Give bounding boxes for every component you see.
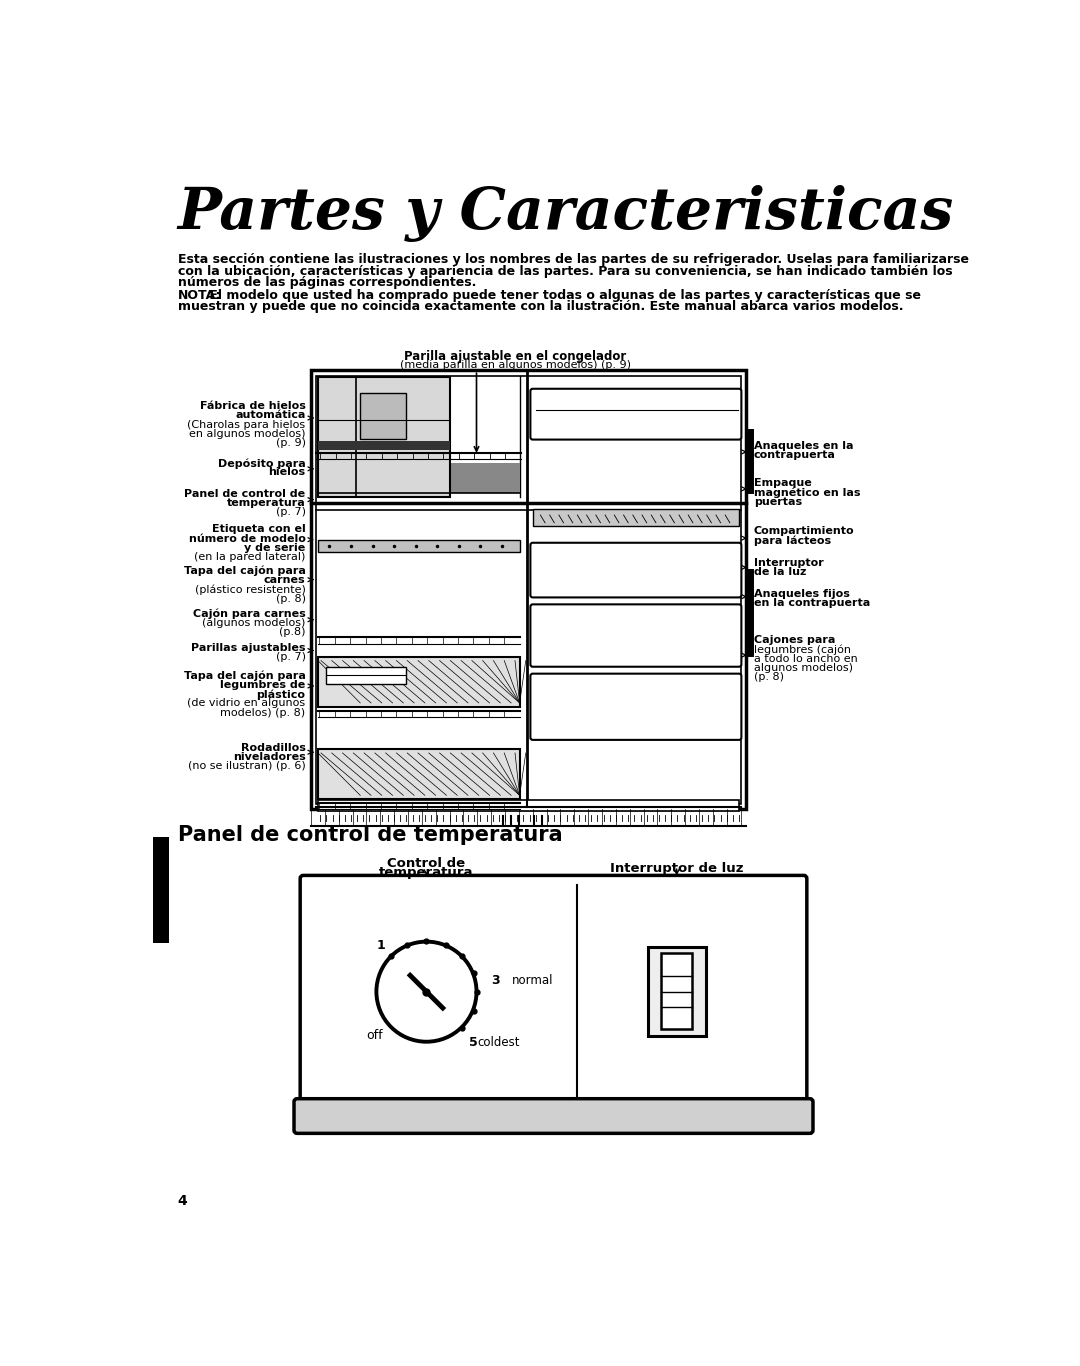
Text: (plástico resistente): (plástico resistente) (194, 585, 306, 594)
Text: modelos) (p. 8): modelos) (p. 8) (220, 708, 306, 717)
Bar (318, 441, 449, 451)
Text: Etiqueta con el: Etiqueta con el (212, 525, 306, 534)
Text: Control de: Control de (388, 856, 465, 870)
Text: algunos modelos): algunos modelos) (754, 663, 853, 673)
Text: Cajón para carnes: Cajón para carnes (193, 609, 306, 619)
Text: Tapa del cajón para: Tapa del cajón para (184, 566, 306, 576)
Text: coldest: coldest (477, 1035, 519, 1049)
Text: contrapuerta: contrapuerta (754, 451, 836, 460)
Bar (325, 667, 406, 683)
Text: legumbres de: legumbres de (220, 680, 306, 690)
FancyBboxPatch shape (530, 542, 741, 597)
Text: Parilla ajustable en el congelador: Parilla ajustable en el congelador (404, 350, 626, 363)
Text: para lácteos: para lácteos (754, 535, 831, 545)
Text: de la luz: de la luz (754, 567, 806, 578)
Text: temperatura: temperatura (379, 866, 474, 880)
Text: El modelo que usted ha comprado puede tener todas o algunas de las partes y cara: El modelo que usted ha comprado puede te… (205, 288, 920, 302)
Text: (algunos modelos): (algunos modelos) (202, 619, 306, 628)
Text: número de modelo: número de modelo (189, 534, 306, 544)
Text: Partes y Caracteristicas: Partes y Caracteristicas (178, 186, 954, 243)
Bar (316, 376, 741, 803)
Text: números de las páginas correspondientes.: números de las páginas correspondientes. (178, 276, 476, 290)
Circle shape (372, 936, 482, 1048)
Text: legumbres (cajón: legumbres (cajón (754, 645, 851, 654)
Bar (318, 540, 519, 552)
Text: (p. 8): (p. 8) (754, 672, 784, 682)
Bar (318, 657, 519, 706)
Bar (311, 370, 746, 809)
Text: Panel de control de: Panel de control de (185, 489, 306, 499)
Text: Rodadillos: Rodadillos (241, 743, 306, 753)
FancyBboxPatch shape (530, 673, 741, 740)
Text: y de serie: y de serie (244, 542, 306, 553)
Text: Interruptor: Interruptor (754, 559, 823, 568)
Text: Empaque: Empaque (754, 478, 811, 488)
Text: Compartimiento: Compartimiento (754, 526, 854, 535)
Text: 3: 3 (491, 974, 500, 986)
Text: 5: 5 (469, 1035, 477, 1049)
Text: en la contrapuerta: en la contrapuerta (754, 598, 870, 608)
Bar (361, 392, 406, 438)
Bar (318, 800, 739, 810)
Text: muestran y puede que no coincida exactamente con la ilustración. Este manual aba: muestran y puede que no coincida exactam… (178, 301, 903, 313)
FancyBboxPatch shape (530, 389, 741, 440)
Text: a todo lo ancho en: a todo lo ancho en (754, 654, 858, 664)
FancyBboxPatch shape (530, 604, 741, 667)
Text: plástico: plástico (257, 688, 306, 699)
Bar (532, 510, 739, 526)
Text: (Charolas para hielos: (Charolas para hielos (188, 419, 306, 429)
Text: (p. 7): (p. 7) (275, 507, 306, 518)
Text: NOTA:: NOTA: (178, 288, 221, 302)
Text: (media parilla en algunos modelos) (p. 9): (media parilla en algunos modelos) (p. 9… (400, 359, 631, 369)
Text: off: off (366, 1029, 382, 1042)
Text: Anaqueles fijos: Anaqueles fijos (754, 589, 850, 598)
Text: niveladores: niveladores (233, 753, 306, 762)
Text: Anaqueles en la: Anaqueles en la (754, 441, 853, 451)
Bar (153, 837, 168, 943)
Text: hielos: hielos (269, 467, 306, 477)
Bar (648, 947, 706, 1035)
FancyBboxPatch shape (300, 876, 807, 1106)
Bar (318, 377, 449, 497)
Bar (661, 953, 692, 1030)
Text: Fábrica de hielos: Fábrica de hielos (200, 402, 306, 411)
Text: puertas: puertas (754, 497, 801, 507)
Text: automática: automática (235, 410, 306, 421)
Text: Parillas ajustables: Parillas ajustables (191, 643, 306, 653)
Text: magnético en las: magnético en las (754, 488, 860, 497)
Text: (p. 9): (p. 9) (275, 438, 306, 448)
Text: Cajones para: Cajones para (754, 635, 835, 645)
Text: Depósito para: Depósito para (218, 458, 306, 469)
Text: (en la pared lateral): (en la pared lateral) (194, 552, 306, 561)
Circle shape (377, 941, 476, 1042)
FancyBboxPatch shape (294, 1098, 813, 1134)
Text: (de vidrio en algunos: (de vidrio en algunos (188, 698, 306, 709)
Text: (p.8): (p.8) (279, 627, 306, 638)
Text: 4: 4 (178, 1194, 188, 1208)
Text: Interruptor de luz: Interruptor de luz (610, 862, 743, 874)
Bar (318, 463, 519, 493)
Text: Tapa del cajón para: Tapa del cajón para (184, 671, 306, 682)
Text: con la ubicación, características y apariencia de las partes. Para su convenienc: con la ubicación, características y apar… (178, 265, 953, 277)
Text: 1: 1 (376, 940, 386, 952)
Text: carnes: carnes (264, 575, 306, 585)
Text: (p. 7): (p. 7) (275, 652, 306, 663)
Text: en algunos modelos): en algunos modelos) (189, 429, 306, 438)
Text: normal: normal (512, 974, 553, 986)
Text: Esta sección contiene las ilustraciones y los nombres de las partes de su refrig: Esta sección contiene las ilustraciones … (178, 253, 969, 266)
Text: temperatura: temperatura (227, 499, 306, 508)
Text: (p. 8): (p. 8) (275, 594, 306, 604)
Text: (no se ilustran) (p. 6): (no se ilustran) (p. 6) (188, 761, 306, 772)
Text: Panel de control de temperatura: Panel de control de temperatura (178, 825, 563, 844)
Bar (318, 749, 519, 799)
